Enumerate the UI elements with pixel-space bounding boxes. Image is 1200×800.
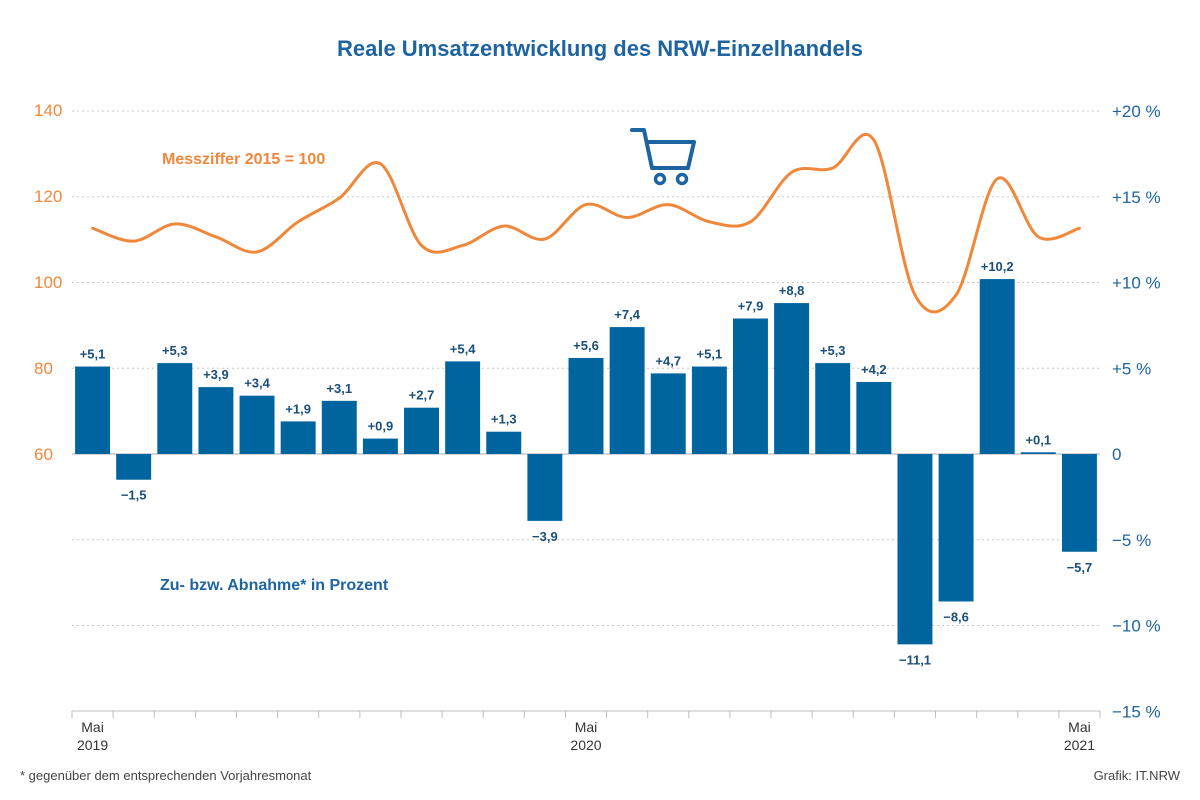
bar-value-label: +5,6 (573, 338, 599, 353)
bar-value-label: +5,3 (820, 343, 846, 358)
bar-value-label: −8,6 (943, 609, 969, 624)
bar-value-label: +5,3 (162, 343, 188, 358)
bar (404, 407, 439, 454)
bar-value-label: +1,3 (491, 412, 517, 427)
bar (527, 454, 563, 521)
bar-value-label: +7,9 (738, 299, 764, 314)
bar-annotation: Zu- bzw. Abnahme* in Prozent (160, 577, 389, 594)
x-tick-label-year: 2020 (570, 737, 601, 753)
bar (362, 438, 398, 454)
left-axis: 60 80 100 120 140 (34, 101, 62, 464)
left-tick-label: 100 (34, 273, 62, 292)
bar-value-label: +0,1 (1025, 432, 1051, 447)
bar (568, 357, 604, 454)
bar (774, 303, 810, 454)
bar (979, 279, 1015, 454)
right-tick-label: −15 % (1112, 702, 1161, 721)
shopping-cart-icon (630, 128, 696, 186)
x-tick-label-month: Mai (1068, 719, 1091, 735)
bar-series (75, 279, 1097, 645)
left-tick-label: 60 (34, 445, 53, 464)
x-tick-label-year: 2019 (77, 737, 108, 753)
bar (157, 363, 193, 454)
right-tick-label: +5 % (1112, 359, 1151, 378)
bar-value-label: +5,1 (697, 347, 723, 362)
bar (280, 421, 316, 454)
right-tick-label: −10 % (1112, 617, 1161, 636)
bar-value-label: −3,9 (532, 529, 558, 544)
bar (856, 381, 892, 454)
bar-value-label: −1,5 (121, 488, 147, 503)
bar-value-label: +3,9 (203, 367, 229, 382)
x-tick-label-month: Mai (575, 719, 598, 735)
bar-value-label: +2,7 (409, 388, 435, 403)
index-line (91, 132, 1081, 314)
bar (733, 318, 768, 454)
bar-value-label: +3,1 (326, 381, 352, 396)
right-tick-label: −5 % (1112, 531, 1151, 550)
bar-value-label: +5,4 (450, 341, 476, 356)
bar (1020, 452, 1056, 454)
bar (897, 454, 933, 645)
bar (691, 366, 727, 454)
x-tick-label-year: 2021 (1064, 737, 1095, 753)
bar (75, 366, 111, 454)
right-tick-label: 0 (1112, 445, 1121, 464)
bar-value-label: +4,7 (655, 353, 681, 368)
chart-title: Reale Umsatzentwicklung des NRW-Einzelha… (337, 36, 863, 61)
bar-value-label: +7,4 (614, 307, 640, 322)
bar (938, 454, 974, 602)
bar (445, 361, 481, 454)
left-tick-label: 120 (34, 187, 62, 206)
right-tick-label: +20 % (1112, 102, 1161, 121)
bar-value-label: −5,7 (1067, 560, 1093, 575)
bar (1061, 454, 1097, 552)
line-annotation: Messziffer 2015 = 100 (162, 151, 325, 168)
left-tick-label: 80 (34, 359, 53, 378)
bar (198, 387, 234, 454)
bar (239, 395, 275, 454)
right-tick-label: +10 % (1112, 274, 1161, 293)
bar (116, 454, 152, 480)
bar-value-label: +3,4 (244, 376, 270, 391)
left-tick-label: 140 (34, 101, 62, 120)
right-axis: −15 % −10 % −5 % 0 +5 % +10 % +15 % +20 % (1112, 102, 1161, 721)
bar (650, 373, 686, 454)
footnote: * gegenüber dem entsprechenden Vorjahres… (20, 768, 312, 783)
x-axis: Mai 2019 Mai 2020 Mai 2021 (71, 710, 1101, 753)
bar-value-label: +0,9 (368, 419, 394, 434)
bar (609, 327, 645, 454)
x-tick-label-month: Mai (81, 719, 104, 735)
bar-value-label: +4,2 (861, 362, 887, 377)
bar-value-label: +8,8 (779, 283, 805, 298)
bar (486, 431, 522, 454)
bar-value-label: +1,9 (285, 401, 311, 416)
source-credit: Grafik: IT.NRW (1094, 768, 1181, 783)
bar (815, 363, 851, 454)
bar-value-label: +10,2 (981, 259, 1014, 274)
right-tick-label: +15 % (1112, 188, 1161, 207)
bar-value-label: −11,1 (899, 652, 931, 667)
bar-labels: +5,1 −1,5 +5,3 +3,9 +3,4 +1,9 +3,1 +0,9 +2,7 +5,4… (80, 259, 1093, 667)
bar-value-label: +5,1 (80, 347, 106, 362)
bar (321, 400, 357, 454)
